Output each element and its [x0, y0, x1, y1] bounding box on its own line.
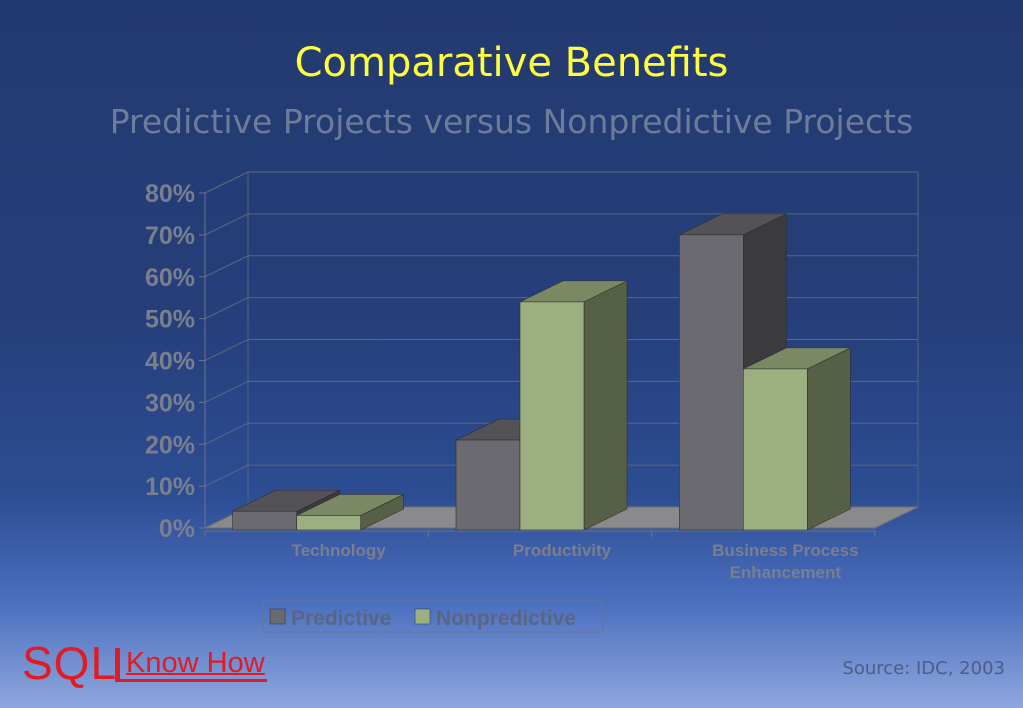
- gridline: [204, 255, 918, 278]
- bar-front: [296, 515, 361, 531]
- slide-subtitle: Predictive Projects versus Nonpredictive…: [109, 102, 914, 141]
- legend-label-predictive: Predictive: [291, 607, 391, 630]
- y-tick-label: 30%: [145, 389, 195, 417]
- logo-know-how-text: Know How: [115, 648, 267, 682]
- bar-nonpredictive-2: [743, 347, 851, 531]
- x-tick-label: Enhancement: [730, 563, 842, 582]
- legend-frame: [262, 600, 604, 633]
- bar-side: [583, 280, 628, 531]
- y-tick-label: 50%: [145, 306, 195, 334]
- bar-front: [232, 510, 297, 531]
- bar-front: [679, 234, 744, 531]
- y-tick-label: 10%: [145, 473, 195, 501]
- sql-know-how-logo: SQL Know How: [22, 640, 267, 690]
- y-tick-label: 60%: [145, 264, 195, 292]
- y-tick-label: 20%: [145, 431, 195, 459]
- y-tick-label: 70%: [145, 222, 195, 250]
- x-tick-label: Technology: [292, 541, 387, 560]
- bar-front: [455, 439, 521, 531]
- legend-swatch-nonpredictive: [414, 608, 431, 625]
- bar-nonpredictive-0: [296, 493, 404, 531]
- slide-title: Comparative Benefits: [294, 40, 729, 86]
- gridline: [204, 171, 918, 194]
- x-tick-label: Business Process: [712, 541, 858, 560]
- y-tick-label: 40%: [145, 348, 195, 376]
- chart-legend: Predictive Nonpredictive: [262, 600, 604, 633]
- logo-sql-text: SQL: [22, 637, 118, 689]
- x-tick-label: Productivity: [513, 541, 612, 560]
- bar-front: [743, 368, 808, 531]
- bar-side: [807, 347, 851, 531]
- legend-label-nonpredictive: Nonpredictive: [436, 607, 576, 630]
- y-tick-label: 0%: [159, 515, 195, 543]
- gridline: [204, 213, 918, 236]
- legend-swatch-predictive: [269, 608, 286, 625]
- y-tick-label: 80%: [145, 180, 195, 208]
- source-note: Source: IDC, 2003: [842, 658, 1005, 679]
- bar-front: [519, 301, 585, 531]
- bar-nonpredictive-1: [519, 280, 628, 531]
